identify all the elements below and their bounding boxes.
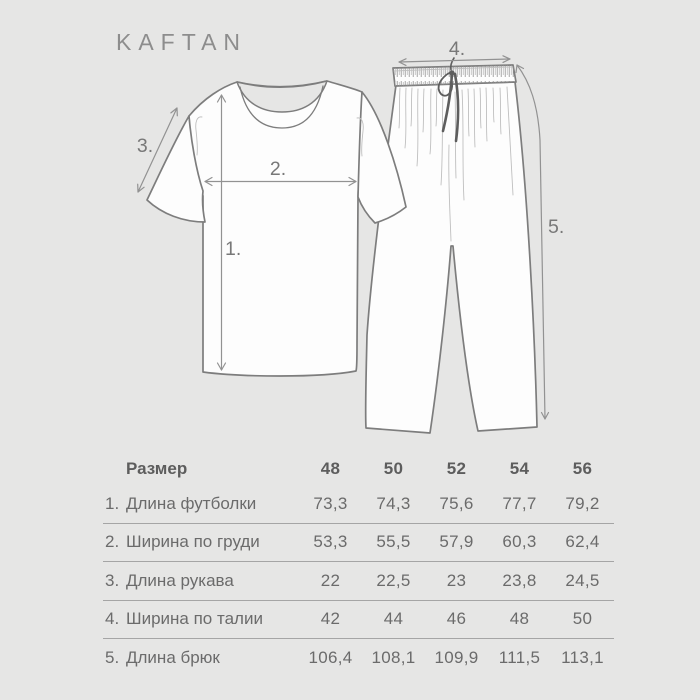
drawstring xyxy=(437,57,460,143)
row-label: Длина рукава xyxy=(126,570,234,590)
tshirt-body-outline xyxy=(188,80,364,377)
cell-value: 108,1 xyxy=(371,648,416,668)
cell-value: 77,7 xyxy=(502,493,537,513)
cell-value: 57,9 xyxy=(439,532,474,552)
size-col-50: 50 xyxy=(383,458,404,478)
label-chest-width: 2. xyxy=(270,158,286,180)
cell-value: 73,3 xyxy=(313,493,348,513)
tshirt-left-sleeve xyxy=(146,115,206,223)
measure-arrow-waist-width: 4. xyxy=(398,38,511,66)
cell-value: 42 xyxy=(320,609,341,629)
tshirt-right-sleeve xyxy=(357,91,407,224)
pants-center-seam xyxy=(448,144,452,242)
cell-value: 46 xyxy=(446,609,467,629)
table-row-pants-length: 5. Длина брюк 106,4 108,1 109,9 111,5 113… xyxy=(103,639,614,678)
cell-value: 113,1 xyxy=(561,648,604,668)
measure-arrow-chest-width: 2. xyxy=(204,158,357,187)
row-label: Ширина по талии xyxy=(126,609,263,629)
label-waist-width: 4. xyxy=(449,38,465,60)
row-label: Длина брюк xyxy=(126,648,220,668)
table-row-tshirt-length: 1. Длина футболки 73,3 74,3 75,6 77,7 79,… xyxy=(103,485,614,524)
cell-value: 23,8 xyxy=(502,570,537,590)
cell-value: 75,6 xyxy=(439,493,474,513)
row-number: 2. xyxy=(105,532,120,552)
cell-value: 22 xyxy=(320,570,341,590)
measure-arrow-sleeve-length: 3. xyxy=(137,107,178,193)
pants-figure: 4. 5. xyxy=(364,38,564,434)
measure-arrow-tshirt-length: 1. xyxy=(216,94,241,371)
label-tshirt-length: 1. xyxy=(225,238,241,260)
size-header-label: Размер xyxy=(126,458,188,478)
size-col-48: 48 xyxy=(320,458,341,478)
row-label: Длина футболки xyxy=(126,493,257,513)
size-col-54: 54 xyxy=(509,458,530,478)
cell-value: 79,2 xyxy=(565,493,600,513)
cell-value: 22,5 xyxy=(376,570,411,590)
cell-value: 44 xyxy=(383,609,404,629)
tshirt-collar-seam xyxy=(239,85,324,129)
garment-measurement-diagram: 4. 5. xyxy=(137,38,564,434)
row-number: 4. xyxy=(105,609,120,629)
label-sleeve-length: 3. xyxy=(137,135,153,157)
row-number: 5. xyxy=(105,648,120,668)
table-row-waist-width: 4. Ширина по талии 42 44 46 48 50 xyxy=(103,601,614,639)
size-col-52: 52 xyxy=(446,458,467,478)
cell-value: 50 xyxy=(572,609,593,629)
brand-logo: KAFTAN xyxy=(116,29,248,55)
table-row-chest-width: 2. Ширина по груди 53,3 55,5 57,9 60,3 62… xyxy=(103,524,614,562)
cell-value: 109,9 xyxy=(434,648,479,668)
size-table-header-row: Размер 48 50 52 54 56 xyxy=(103,452,614,485)
row-number: 3. xyxy=(105,570,120,590)
tshirt-neck-opening xyxy=(236,80,328,113)
cell-value: 60,3 xyxy=(502,532,537,552)
cell-value: 48 xyxy=(509,609,530,629)
table-row-sleeve-length: 3. Длина рукава 22 22,5 23 23,8 24,5 xyxy=(103,562,614,601)
cell-value: 62,4 xyxy=(565,532,600,552)
size-table: Размер 48 50 52 54 56 1. Длина футболки 7… xyxy=(103,452,614,678)
cell-value: 111,5 xyxy=(498,648,541,668)
right-armhole-stitch xyxy=(356,117,364,157)
cell-value: 74,3 xyxy=(376,493,411,513)
cell-value: 106,4 xyxy=(308,648,353,668)
size-col-56: 56 xyxy=(572,458,593,478)
cell-value: 55,5 xyxy=(376,532,411,552)
measure-line-pants-length: 5. xyxy=(515,64,564,420)
cell-value: 53,3 xyxy=(313,532,348,552)
pants-gather-lines xyxy=(398,86,514,201)
pants-outline xyxy=(364,81,538,434)
cell-value: 23 xyxy=(446,570,467,590)
label-pants-length: 5. xyxy=(548,216,564,238)
cell-value: 24,5 xyxy=(565,570,600,590)
tshirt-figure: 1. 2. 3. xyxy=(137,80,407,377)
row-number: 1. xyxy=(105,493,120,513)
row-label: Ширина по груди xyxy=(126,532,260,552)
left-armhole-stitch xyxy=(195,116,203,156)
